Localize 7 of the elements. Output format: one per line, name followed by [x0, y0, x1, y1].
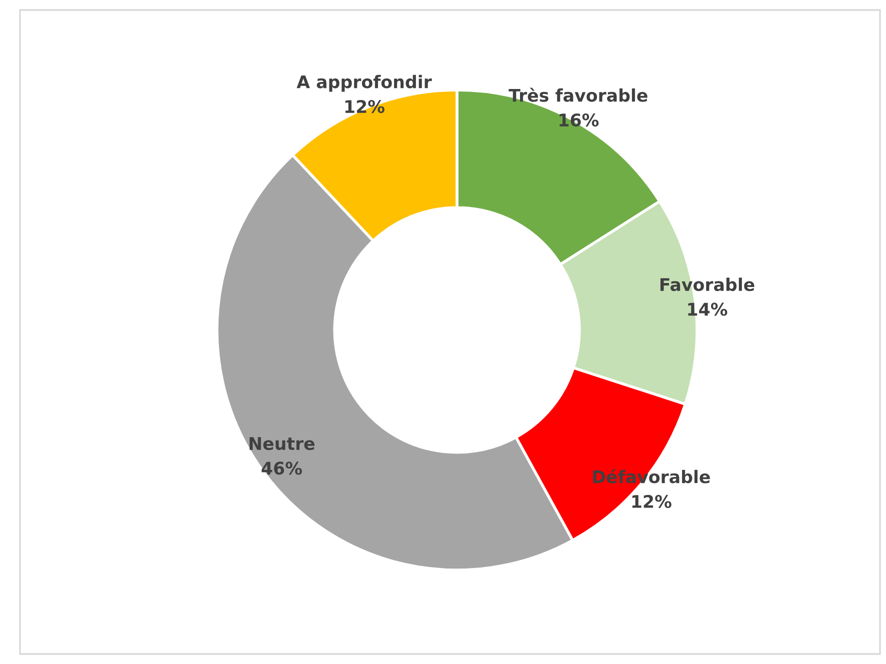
slice-label: Très favorable	[508, 88, 648, 102]
data-label: 46%	[262, 462, 302, 475]
slice-label: Favorable	[660, 278, 754, 292]
data-label: 12%	[632, 494, 672, 508]
slice-label: A approfondir	[296, 74, 432, 92]
slice-label: Neutre	[250, 437, 314, 450]
data-label: 14%	[688, 302, 728, 316]
